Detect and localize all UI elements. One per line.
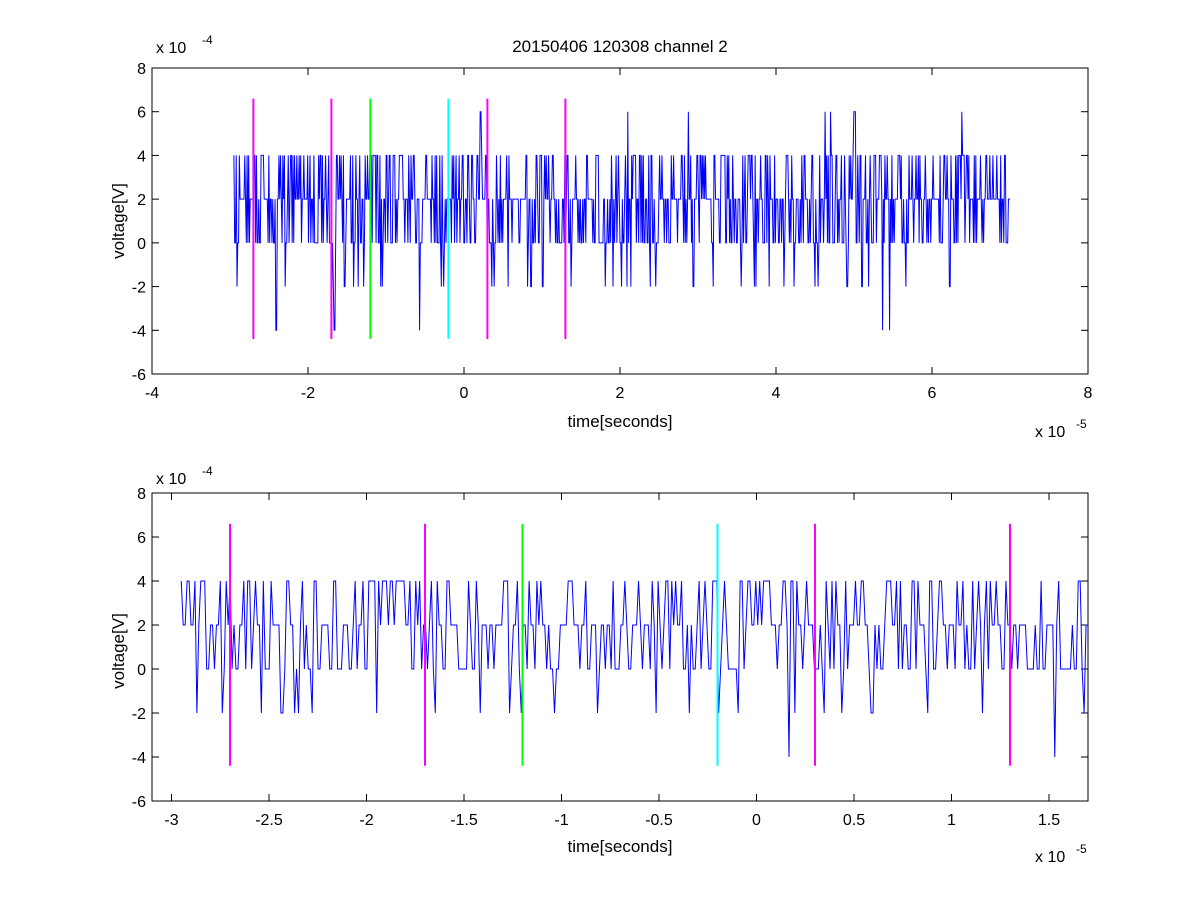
top-chart-title: 20150406 120308 channel 2 — [512, 37, 728, 56]
bottom-chart-x-tick-label: 1 — [947, 812, 956, 829]
top-chart-y-tick-label: -6 — [132, 367, 146, 384]
bottom-chart-x-exponent-label: x 10 — [1035, 849, 1065, 866]
bottom-chart-x-tick-label: -3 — [164, 812, 178, 829]
top-chart-y-tick-label: 0 — [137, 236, 146, 253]
top-chart-x-exponent: -5 — [1076, 417, 1087, 431]
bottom-chart-y-exponent: -4 — [202, 464, 213, 478]
bottom-chart-y-tick-label: 4 — [137, 574, 146, 591]
bottom-chart-x-tick-label: -2 — [359, 812, 373, 829]
bottom-chart-x-tick-label: 0.5 — [843, 812, 865, 829]
top-chart-signal-series — [233, 111, 1010, 331]
top-chart-y-tick-label: -4 — [132, 323, 146, 340]
top-chart: 20150406 120308 channel 2 x 10 -4 voltag… — [109, 33, 1093, 441]
bottom-chart-xlabel: time[seconds] — [568, 837, 673, 856]
top-chart-xlabel: time[seconds] — [568, 412, 673, 431]
bottom-chart-axes-box — [151, 492, 1089, 802]
top-chart-ylabel: voltage[V] — [109, 183, 128, 259]
bottom-chart-ylabel: voltage[V] — [109, 613, 128, 689]
top-chart-y-exponent: -4 — [202, 33, 213, 47]
bottom-chart-signal-series — [180, 580, 1088, 758]
top-chart-x-tick-label: -2 — [301, 385, 315, 402]
bottom-chart-y-tick-label: 6 — [137, 530, 146, 547]
bottom-chart-x-tick-label: -2.5 — [255, 812, 283, 829]
top-chart-y-tick-label: 4 — [137, 148, 146, 165]
top-chart-x-tick-label: 8 — [1084, 385, 1093, 402]
top-chart-y-exponent-label: x 10 — [156, 40, 186, 57]
bottom-chart-x-tick-label: -1 — [554, 812, 568, 829]
bottom-chart-y-tick-label: -2 — [132, 706, 146, 723]
top-chart-y-tick-label: 2 — [137, 192, 146, 209]
bottom-chart-x-tick-label: -1.5 — [450, 812, 478, 829]
top-chart-x-tick-label: 4 — [772, 385, 781, 402]
bottom-chart-y-exponent-label: x 10 — [156, 471, 186, 488]
bottom-chart-y-tick-label: 2 — [137, 618, 146, 635]
top-chart-y-tick-label: 8 — [137, 61, 146, 78]
bottom-chart: x 10 -4 voltage[V] time[seconds] x 10 -5… — [109, 464, 1089, 866]
top-chart-x-tick-label: 0 — [460, 385, 469, 402]
bottom-chart-y-tick-label: 0 — [137, 662, 146, 679]
top-chart-x-tick-label: 2 — [616, 385, 625, 402]
top-chart-x-tick-label: 6 — [928, 385, 937, 402]
bottom-chart-y-tick-label: -6 — [132, 794, 146, 811]
bottom-chart-x-tick-label: 0 — [752, 812, 761, 829]
top-chart-y-tick-label: 6 — [137, 105, 146, 122]
top-chart-x-exponent-label: x 10 — [1035, 424, 1065, 441]
bottom-chart-y-tick-label: 8 — [137, 486, 146, 503]
bottom-chart-x-exponent: -5 — [1076, 842, 1087, 856]
top-chart-y-tick-label: -2 — [132, 280, 146, 297]
bottom-chart-y-tick-label: -4 — [132, 750, 146, 767]
bottom-chart-x-tick-label: 1.5 — [1038, 812, 1060, 829]
top-chart-x-tick-label: -4 — [145, 385, 159, 402]
bottom-chart-x-tick-label: -0.5 — [645, 812, 673, 829]
